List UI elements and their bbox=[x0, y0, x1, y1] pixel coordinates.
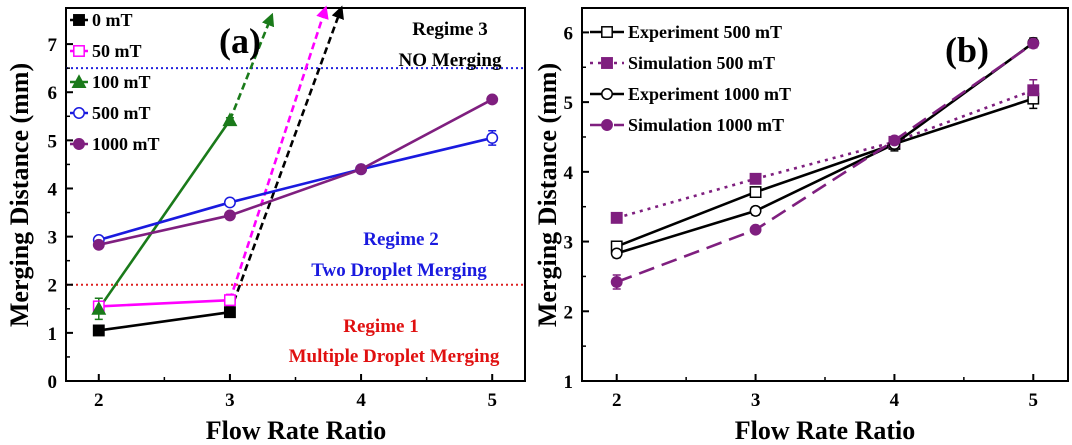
series-line bbox=[616, 97, 1034, 248]
legend-marker bbox=[601, 26, 613, 38]
x-tick-label: 3 bbox=[225, 390, 235, 411]
y-tick-label: 1 bbox=[48, 324, 58, 345]
y-tick-label: 2 bbox=[564, 302, 574, 323]
data-point bbox=[749, 204, 762, 217]
series-markers-b bbox=[610, 36, 1040, 288]
data-point bbox=[888, 134, 901, 147]
data-point bbox=[749, 172, 762, 185]
x-tick-label: 3 bbox=[751, 390, 761, 411]
panel-b: 2 3 4 5 1 2 3 4 5 6 Experiment 500 mT Simulation 5… bbox=[533, 7, 1069, 445]
regime2-title: Regime 2 bbox=[363, 229, 438, 250]
series-line bbox=[98, 310, 231, 332]
data-point bbox=[610, 247, 623, 260]
legend-marker bbox=[601, 88, 613, 100]
legend-label: Simulation 1000 mT bbox=[628, 115, 784, 135]
legend-label: 50 mT bbox=[92, 41, 142, 61]
trend-arrow bbox=[228, 5, 344, 313]
y-tick-label: 5 bbox=[48, 131, 58, 152]
legend-label: 500 mT bbox=[92, 103, 151, 123]
y-axis-label-b: Merging Distance (mm) bbox=[533, 63, 562, 327]
y-tick-label: 7 bbox=[48, 35, 58, 56]
x-tick-label: 2 bbox=[612, 390, 622, 411]
series-lines-b bbox=[616, 41, 1035, 284]
data-point bbox=[1027, 84, 1040, 97]
data-point bbox=[222, 112, 238, 127]
legend-label: 1000 mT bbox=[92, 134, 160, 154]
trend-arrow bbox=[228, 12, 275, 121]
legend-marker bbox=[73, 138, 85, 150]
x-tick-label: 4 bbox=[356, 390, 366, 411]
error-bars-b bbox=[612, 37, 1038, 290]
data-point bbox=[486, 131, 499, 144]
data-point bbox=[1027, 37, 1040, 50]
y-tick-label: 2 bbox=[48, 276, 58, 297]
regime1-title: Regime 1 bbox=[343, 316, 418, 337]
x-axis-label-a: Flow Rate Ratio bbox=[206, 416, 387, 445]
legend-marker bbox=[73, 45, 85, 57]
legend-label: Experiment 500 mT bbox=[628, 22, 782, 42]
x-tick-label: 5 bbox=[1029, 390, 1039, 411]
data-point bbox=[91, 301, 107, 315]
data-point bbox=[223, 306, 236, 319]
y-tick-label: 1 bbox=[564, 372, 574, 393]
series-lines-a bbox=[97, 5, 493, 332]
y-tick-label: 3 bbox=[48, 228, 58, 249]
legend-marker bbox=[73, 14, 85, 26]
series-line bbox=[616, 89, 1034, 220]
regime3-subtitle: NO Merging bbox=[399, 50, 502, 71]
panel-label-b: (b) bbox=[945, 30, 989, 70]
y-tick-label: 3 bbox=[564, 233, 574, 254]
y-tick-label: 0 bbox=[48, 372, 58, 393]
data-point bbox=[749, 223, 762, 236]
y-tick-label: 6 bbox=[48, 83, 58, 104]
legend-label: 100 mT bbox=[92, 72, 151, 92]
regime1-subtitle: Multiple Droplet Merging bbox=[289, 346, 500, 367]
x-axis-label-b: Flow Rate Ratio bbox=[735, 416, 916, 445]
legend-marker bbox=[601, 119, 613, 131]
legend-a: 0 mT 50 mT 100 mT 500 mT 1000 mT bbox=[70, 10, 160, 154]
y-tick-label: 6 bbox=[564, 23, 574, 44]
regime2-subtitle: Two Droplet Merging bbox=[311, 260, 487, 281]
series-line bbox=[98, 136, 493, 242]
series-line bbox=[98, 98, 493, 247]
x-tick-label: 2 bbox=[94, 390, 104, 411]
data-point bbox=[223, 209, 236, 222]
series-markers-a bbox=[91, 93, 499, 337]
series-line bbox=[98, 298, 230, 308]
data-point bbox=[223, 294, 236, 307]
trend-arrow bbox=[228, 5, 329, 301]
y-axis-label-a: Merging Distance (mm) bbox=[5, 63, 34, 327]
ticks-b: 2 3 4 5 1 2 3 4 5 6 bbox=[564, 23, 1039, 411]
ticks-a: 2 3 4 5 0 1 2 3 4 5 6 7 bbox=[48, 35, 497, 411]
data-point bbox=[223, 196, 236, 209]
legend-label: Simulation 500 mT bbox=[628, 53, 775, 73]
regime3-title: Regime 3 bbox=[412, 19, 487, 40]
panel-label-a: (a) bbox=[219, 21, 261, 61]
data-point bbox=[610, 211, 623, 224]
reference-lines-a bbox=[66, 67, 525, 286]
data-point bbox=[92, 324, 105, 337]
data-point bbox=[610, 276, 623, 288]
legend-marker bbox=[71, 74, 87, 88]
legend-label: Experiment 1000 mT bbox=[628, 84, 791, 104]
y-tick-label: 5 bbox=[564, 93, 574, 114]
data-point bbox=[355, 163, 368, 176]
y-tick-label: 4 bbox=[48, 179, 58, 200]
data-point bbox=[486, 93, 499, 106]
series-line bbox=[97, 119, 231, 310]
legend-label: 0 mT bbox=[92, 10, 133, 30]
series-line bbox=[616, 42, 1035, 284]
data-point bbox=[92, 238, 105, 251]
y-tick-label: 4 bbox=[564, 163, 574, 184]
panel-a: 2 3 4 5 0 1 2 3 4 5 6 7 0 mT 50 mT 100 mT 500 mT 1000 m… bbox=[5, 5, 526, 445]
data-point bbox=[749, 186, 762, 199]
x-tick-label: 4 bbox=[890, 390, 900, 411]
x-tick-label: 5 bbox=[487, 390, 497, 411]
legend-b: Experiment 500 mT Simulation 500 mT Experi… bbox=[590, 22, 791, 135]
legend-marker bbox=[601, 57, 613, 69]
legend-marker bbox=[73, 107, 85, 119]
